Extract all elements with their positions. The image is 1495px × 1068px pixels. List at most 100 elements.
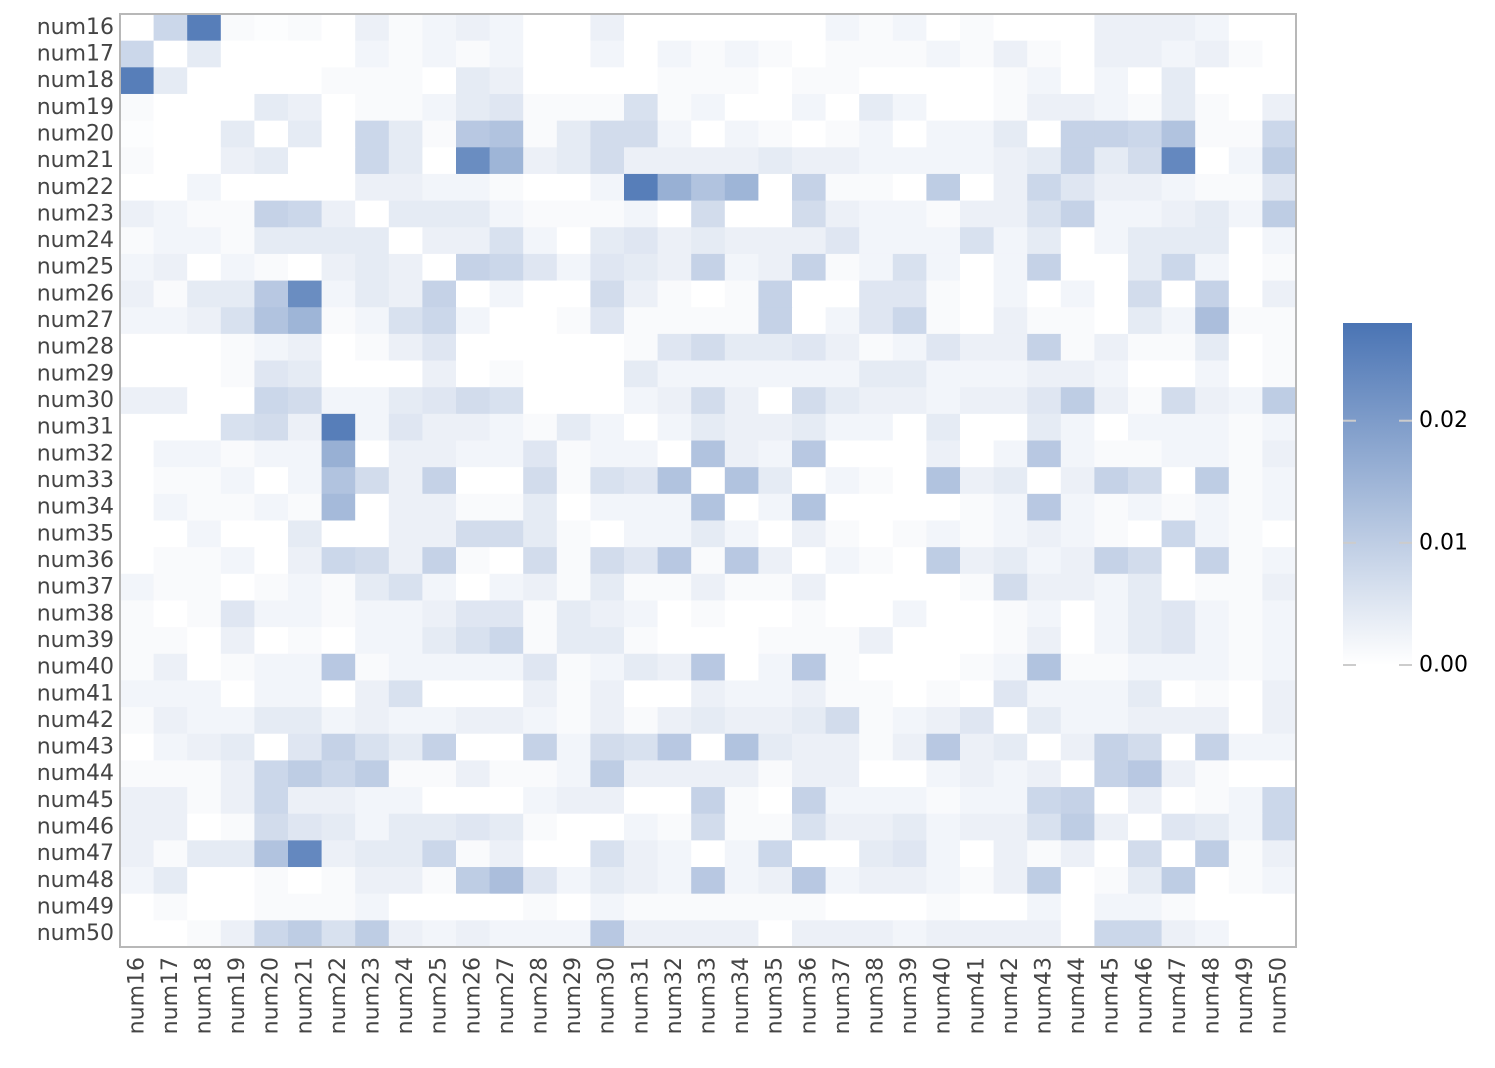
heatmap-cell-num46-num19 bbox=[220, 813, 255, 841]
heatmap-cell-num41-num40 bbox=[926, 680, 961, 708]
heatmap-cell-num49-num49 bbox=[1228, 893, 1263, 921]
heatmap-cell-num37-num28 bbox=[523, 573, 558, 602]
heatmap-cell-num17-num31 bbox=[624, 40, 659, 68]
heatmap-cell-num35-num50 bbox=[1262, 520, 1297, 548]
heatmap-cell-num28-num24 bbox=[388, 333, 423, 362]
heatmap-cell-num36-num19 bbox=[220, 547, 255, 575]
heatmap-cell-num39-num39 bbox=[892, 627, 927, 655]
heatmap-cell-num46-num33 bbox=[691, 813, 726, 841]
heatmap-cell-num23-num31 bbox=[624, 200, 659, 228]
heatmap-cell-num38-num48 bbox=[1195, 600, 1230, 628]
heatmap-cell-num37-num27 bbox=[489, 573, 524, 602]
heatmap-cell-num30-num40 bbox=[926, 387, 961, 415]
heatmap-cell-num17-num46 bbox=[1128, 40, 1163, 68]
heatmap-cell-num33-num21 bbox=[288, 467, 323, 495]
heatmap-cell-num27-num28 bbox=[523, 307, 558, 335]
heatmap-cell-num39-num47 bbox=[1161, 627, 1196, 655]
heatmap-cell-num23-num45 bbox=[1094, 200, 1129, 228]
heatmap-cell-num33-num36 bbox=[792, 467, 827, 495]
y-tick-label-num20: num20 bbox=[37, 121, 114, 146]
heatmap-cell-num25-num42 bbox=[993, 253, 1028, 282]
heatmap-cell-num42-num18 bbox=[187, 707, 222, 735]
heatmap-cell-num24-num49 bbox=[1228, 227, 1263, 255]
heatmap-cell-num30-num18 bbox=[187, 387, 222, 415]
heatmap-cell-num47-num45 bbox=[1094, 840, 1129, 868]
heatmap-cell-num36-num16 bbox=[120, 547, 155, 575]
heatmap-cell-num18-num26 bbox=[456, 67, 491, 95]
heatmap-cell-num16-num26 bbox=[456, 14, 491, 42]
x-tick-label-num42: num42 bbox=[998, 957, 1023, 1034]
heatmap-cell-num28-num27 bbox=[489, 333, 524, 362]
heatmap-cell-num20-num20 bbox=[254, 120, 289, 148]
heatmap-cell-num28-num29 bbox=[556, 333, 591, 362]
heatmap-cell-num49-num35 bbox=[758, 893, 793, 921]
heatmap-cell-num34-num26 bbox=[456, 493, 491, 522]
heatmap-cell-num32-num46 bbox=[1128, 440, 1163, 468]
heatmap-cell-num38-num43 bbox=[1027, 600, 1062, 628]
heatmap-cell-num31-num26 bbox=[456, 413, 491, 442]
heatmap-cell-num19-num20 bbox=[254, 93, 289, 122]
heatmap-cell-num39-num36 bbox=[792, 627, 827, 655]
heatmap-cell-num38-num27 bbox=[489, 600, 524, 628]
heatmap-cell-num43-num28 bbox=[523, 733, 558, 761]
heatmap-cell-num42-num16 bbox=[120, 707, 155, 735]
heatmap-cell-num46-num37 bbox=[825, 813, 860, 841]
heatmap-cell-num42-num32 bbox=[657, 707, 692, 735]
heatmap-cell-num17-num36 bbox=[792, 40, 827, 68]
heatmap-cell-num40-num31 bbox=[624, 653, 659, 682]
heatmap-cell-num34-num22 bbox=[321, 493, 356, 522]
heatmap-cell-num26-num45 bbox=[1094, 280, 1129, 308]
heatmap-cell-num42-num36 bbox=[792, 707, 827, 735]
heatmap-cell-num47-num18 bbox=[187, 840, 222, 868]
heatmap-cell-num30-num16 bbox=[120, 387, 155, 415]
heatmap-cell-num38-num30 bbox=[590, 600, 625, 628]
heatmap-cell-num49-num44 bbox=[1060, 893, 1095, 921]
heatmap-cell-num48-num50 bbox=[1262, 867, 1297, 895]
heatmap-cell-num37-num26 bbox=[456, 573, 491, 602]
heatmap-cell-num35-num17 bbox=[153, 520, 188, 548]
heatmap-cell-num34-num35 bbox=[758, 493, 793, 522]
heatmap-cell-num20-num43 bbox=[1027, 120, 1062, 148]
heatmap-cell-num41-num46 bbox=[1128, 680, 1163, 708]
heatmap-cell-num27-num45 bbox=[1094, 307, 1129, 335]
heatmap-cell-num35-num48 bbox=[1195, 520, 1230, 548]
heatmap-cell-num20-num28 bbox=[523, 120, 558, 148]
heatmap-cell-num28-num44 bbox=[1060, 333, 1095, 362]
heatmap-cell-num26-num26 bbox=[456, 280, 491, 308]
x-tick-label-num27: num27 bbox=[494, 957, 519, 1034]
heatmap-cells bbox=[120, 14, 1297, 948]
heatmap-cell-num25-num45 bbox=[1094, 253, 1129, 282]
heatmap-cell-num48-num33 bbox=[691, 867, 726, 895]
heatmap-cell-num50-num41 bbox=[960, 920, 995, 948]
heatmap-cell-num45-num49 bbox=[1228, 787, 1263, 815]
heatmap-cell-num42-num25 bbox=[422, 707, 457, 735]
heatmap-cell-num35-num33 bbox=[691, 520, 726, 548]
heatmap-cell-num33-num44 bbox=[1060, 467, 1095, 495]
heatmap-cell-num35-num21 bbox=[288, 520, 323, 548]
heatmap-cell-num40-num41 bbox=[960, 653, 995, 682]
heatmap-cell-num23-num47 bbox=[1161, 200, 1196, 228]
heatmap-cell-num48-num24 bbox=[388, 867, 423, 895]
heatmap-cell-num44-num25 bbox=[422, 760, 457, 788]
heatmap-cell-num48-num25 bbox=[422, 867, 457, 895]
heatmap-cell-num21-num38 bbox=[859, 147, 894, 175]
heatmap-cell-num20-num33 bbox=[691, 120, 726, 148]
heatmap-cell-num17-num41 bbox=[960, 40, 995, 68]
heatmap-cell-num48-num20 bbox=[254, 867, 289, 895]
heatmap-cell-num30-num27 bbox=[489, 387, 524, 415]
heatmap-cell-num47-num34 bbox=[724, 840, 759, 868]
heatmap-cell-num29-num33 bbox=[691, 360, 726, 388]
heatmap-cell-num17-num19 bbox=[220, 40, 255, 68]
heatmap-cell-num20-num26 bbox=[456, 120, 491, 148]
heatmap-cell-num48-num18 bbox=[187, 867, 222, 895]
heatmap-cell-num29-num36 bbox=[792, 360, 827, 388]
heatmap-cell-num26-num50 bbox=[1262, 280, 1297, 308]
heatmap-cell-num19-num48 bbox=[1195, 93, 1230, 122]
heatmap-cell-num28-num23 bbox=[355, 333, 390, 362]
heatmap-cell-num44-num33 bbox=[691, 760, 726, 788]
heatmap-cell-num17-num50 bbox=[1262, 40, 1297, 68]
heatmap-cell-num48-num39 bbox=[892, 867, 927, 895]
heatmap-cell-num46-num44 bbox=[1060, 813, 1095, 841]
heatmap-cell-num37-num47 bbox=[1161, 573, 1196, 602]
heatmap-cell-num20-num23 bbox=[355, 120, 390, 148]
